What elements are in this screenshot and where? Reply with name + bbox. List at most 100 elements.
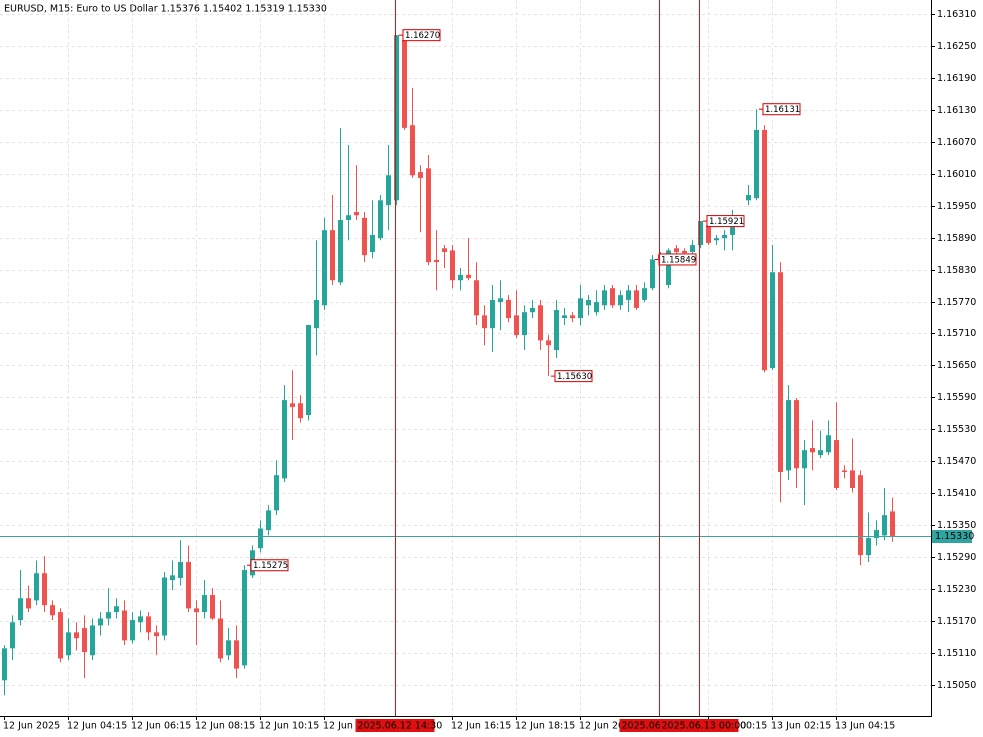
y-tick-label: 1.15650 bbox=[937, 360, 976, 371]
candle-body bbox=[42, 573, 47, 606]
candle-body bbox=[426, 168, 431, 263]
candle-body bbox=[818, 450, 823, 455]
candle-body bbox=[810, 448, 815, 453]
y-tick-label: 1.16190 bbox=[937, 73, 976, 84]
candle-body bbox=[562, 315, 567, 319]
annotation-box bbox=[762, 103, 801, 116]
candle-body bbox=[58, 612, 63, 659]
annotation-label: 1.16131 bbox=[765, 105, 800, 115]
x-tick-label: 12 Jun 04:15 bbox=[67, 721, 127, 732]
y-tick-label: 1.15110 bbox=[937, 648, 976, 659]
candle-body bbox=[634, 290, 639, 308]
candle-body bbox=[474, 280, 479, 316]
candle-body bbox=[210, 595, 215, 619]
candle-body bbox=[362, 217, 367, 256]
y-tick-label: 1.15050 bbox=[937, 680, 976, 691]
candle-body bbox=[226, 640, 231, 656]
candle-body bbox=[186, 562, 191, 609]
x-tick-label: 12 Jun 20:15 bbox=[579, 721, 639, 732]
candle-body bbox=[762, 129, 767, 371]
axes: 1.16310 1.16250 1.16190 1.16130 1.16070 1.160… bbox=[3, 9, 976, 732]
candle-body bbox=[842, 470, 847, 473]
annotation-box bbox=[554, 370, 593, 383]
candle-body bbox=[754, 129, 759, 199]
candle-body bbox=[74, 632, 79, 639]
candle-body bbox=[410, 125, 415, 176]
candle-body bbox=[434, 259, 439, 263]
x-tick-label: 12 Jun 06:15 bbox=[131, 721, 191, 732]
candle-body bbox=[610, 288, 615, 306]
candle-body bbox=[290, 403, 295, 408]
candle-body bbox=[82, 628, 87, 653]
y-tick-label: 1.15230 bbox=[937, 584, 976, 595]
current-price-label: 1.15330 bbox=[935, 531, 974, 542]
x-tick-label: 12 Jun 16:15 bbox=[451, 721, 511, 732]
candle-body bbox=[10, 622, 15, 649]
candle-body bbox=[874, 530, 879, 539]
candle-body bbox=[674, 248, 679, 252]
annotation-label: 1.15921 bbox=[709, 217, 744, 227]
vertical-line-box bbox=[355, 719, 435, 732]
candle-body bbox=[498, 298, 503, 303]
y-tick-label: 1.15890 bbox=[937, 233, 976, 244]
candle-body bbox=[314, 299, 319, 329]
candle-body bbox=[618, 295, 623, 306]
x-tick-label: 12 Jun 08:15 bbox=[195, 721, 255, 732]
candle-body bbox=[882, 515, 887, 536]
candle-body bbox=[346, 215, 351, 221]
candle-body bbox=[322, 230, 327, 306]
candle-body bbox=[298, 403, 303, 419]
candle-body bbox=[450, 250, 455, 281]
candle-body bbox=[666, 250, 671, 286]
candle-body bbox=[466, 274, 471, 279]
y-tick-label: 1.15770 bbox=[937, 297, 976, 308]
candle-body bbox=[858, 475, 863, 556]
annotation-label: 1.15275 bbox=[253, 561, 288, 571]
chart-title: EURUSD, M15: Euro to US Dollar 1.15376 1… bbox=[4, 4, 327, 15]
y-tick-label: 1.16250 bbox=[937, 41, 976, 52]
annotation-box bbox=[250, 559, 289, 572]
x-tick-label: 13 Jun 04:15 bbox=[835, 721, 895, 732]
candle-body bbox=[114, 606, 119, 613]
candle-body bbox=[26, 598, 31, 609]
candle-body bbox=[370, 234, 375, 252]
candle-body bbox=[18, 598, 23, 621]
candle-body bbox=[282, 400, 287, 479]
candle-body bbox=[642, 288, 647, 300]
candle-body bbox=[850, 470, 855, 488]
candle-body bbox=[354, 212, 359, 216]
annotation-label: 1.16270 bbox=[405, 31, 440, 41]
candle-body bbox=[386, 175, 391, 206]
candle-body bbox=[306, 324, 311, 416]
candle-body bbox=[786, 400, 791, 471]
candle-body bbox=[890, 511, 895, 536]
candle-body bbox=[258, 528, 263, 549]
candle-body bbox=[554, 310, 559, 351]
candle-body bbox=[98, 618, 103, 626]
y-tick-label: 1.15830 bbox=[937, 265, 976, 276]
candle-body bbox=[194, 608, 199, 613]
candle-body bbox=[866, 538, 871, 556]
grid bbox=[0, 0, 931, 716]
candle-body bbox=[146, 616, 151, 633]
candle-body bbox=[130, 620, 135, 641]
candle-body bbox=[530, 307, 535, 313]
candle-body bbox=[458, 274, 463, 281]
candle-body bbox=[770, 272, 775, 369]
candle-body bbox=[794, 400, 799, 469]
candle-body bbox=[242, 570, 247, 666]
y-tick-label: 1.15950 bbox=[937, 201, 976, 212]
candle-body bbox=[514, 315, 519, 336]
candle-body bbox=[50, 605, 55, 616]
candle-body bbox=[802, 450, 807, 469]
candle-body bbox=[586, 299, 591, 306]
candle-body bbox=[746, 194, 751, 201]
y-tick-label: 1.15350 bbox=[937, 520, 976, 531]
candle-body bbox=[506, 299, 511, 319]
current-price-box bbox=[932, 530, 972, 543]
candle-body bbox=[570, 315, 575, 319]
x-tick-label: 12 Jun 12:15 bbox=[323, 721, 383, 732]
candle-body bbox=[722, 234, 727, 239]
